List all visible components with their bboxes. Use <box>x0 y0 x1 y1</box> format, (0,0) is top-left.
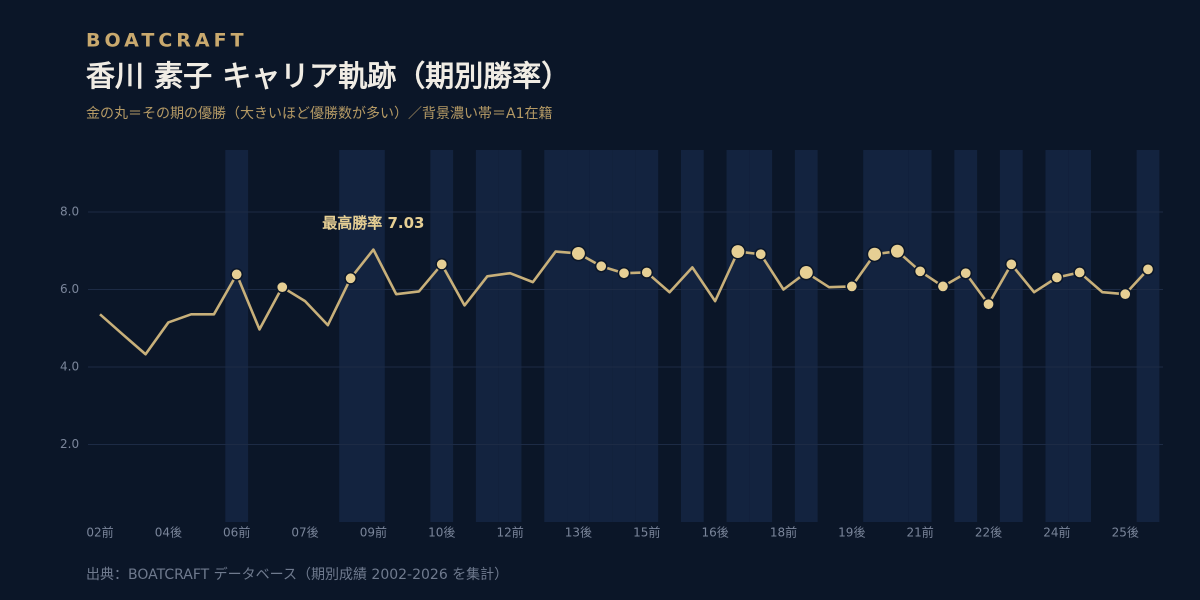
a1-band <box>680 150 704 522</box>
a1-band <box>430 150 454 522</box>
win-dot <box>913 264 927 278</box>
win-dot <box>1050 271 1064 284</box>
x-tick-label: 12前 <box>496 525 523 540</box>
win-dot <box>1141 263 1155 276</box>
x-tick-label: 04後 <box>155 526 182 540</box>
win-dot <box>594 259 608 273</box>
x-tick-label: 10後 <box>428 526 455 540</box>
x-tick-label: 22後 <box>975 526 1002 540</box>
x-tick-label: 18前 <box>770 525 797 540</box>
annotation: 最高勝率 7.03 <box>322 214 424 232</box>
a1-band <box>886 150 909 522</box>
x-tick-label: 15前 <box>633 525 660 540</box>
x-tick-label: 25後 <box>1112 526 1139 540</box>
a1-band <box>339 150 362 522</box>
x-tick-label: 21前 <box>907 525 934 540</box>
a1-band <box>498 150 522 522</box>
a1-band <box>475 150 499 522</box>
win-dot <box>344 271 357 285</box>
y-tick-label: 8.0 <box>60 205 79 219</box>
x-tick-label: 13後 <box>565 526 592 540</box>
win-dot <box>845 280 859 293</box>
win-dot <box>1073 266 1087 279</box>
win-dot <box>1118 287 1132 301</box>
win-dot <box>936 280 950 293</box>
plot: 2.0 4.0 6.0 8.0 02前 04後 06前 07後 09前 10後 12前 13後 15前 1… <box>60 150 1163 540</box>
win-dot <box>798 264 815 281</box>
x-tick-label: 16後 <box>701 526 728 540</box>
win-dot <box>435 257 449 271</box>
x-tick-label: 09前 <box>360 525 387 540</box>
win-dot <box>1004 257 1018 271</box>
a1-band <box>999 150 1023 522</box>
win-dot <box>959 266 973 280</box>
source: 出典：BOATCRAFT データベース（期別成績 2002-2026 を集計） <box>86 566 508 583</box>
a1-band <box>1045 150 1069 522</box>
x-tick-label: 24前 <box>1043 525 1070 540</box>
x-tick-label: 06前 <box>223 525 250 540</box>
win-dot <box>754 247 768 261</box>
a1-band <box>749 150 773 522</box>
a1-band <box>612 150 636 522</box>
a1-band <box>1136 150 1160 522</box>
a1-band <box>1068 150 1092 522</box>
win-dot <box>275 280 289 294</box>
win-dot <box>617 266 631 280</box>
y-tick-label: 6.0 <box>60 282 79 296</box>
x-tick-label: 07後 <box>291 526 318 540</box>
a1-band <box>726 150 750 522</box>
y-tick-label: 2.0 <box>60 437 79 451</box>
win-dot <box>570 245 587 262</box>
a1-band <box>954 150 978 522</box>
win-dot <box>889 243 906 260</box>
brand: BOATCRAFT <box>86 30 248 52</box>
chart-title: 香川 素子 キャリア軌跡（期別勝率） <box>86 59 570 93</box>
a1-band <box>362 150 385 522</box>
x-tick-label: 19後 <box>838 526 865 540</box>
a1-band <box>794 150 818 522</box>
win-dot <box>866 246 883 263</box>
a1-band <box>544 150 568 522</box>
win-dot <box>729 243 746 260</box>
a1-band <box>863 150 886 522</box>
chart-subtitle: 金の丸＝その期の優勝（大きいほど優勝数が多い）／背景濃い帯＝A1在籍 <box>86 105 552 122</box>
a1-band <box>908 150 932 522</box>
a1-band <box>567 150 590 522</box>
win-dot <box>230 268 244 281</box>
y-tick-label: 4.0 <box>60 360 79 374</box>
a1-band <box>635 150 659 522</box>
a1-band <box>225 150 249 522</box>
win-dot <box>982 297 995 311</box>
x-tick-label: 02前 <box>86 525 113 540</box>
win-dot <box>640 266 654 279</box>
a1-band <box>589 150 613 522</box>
